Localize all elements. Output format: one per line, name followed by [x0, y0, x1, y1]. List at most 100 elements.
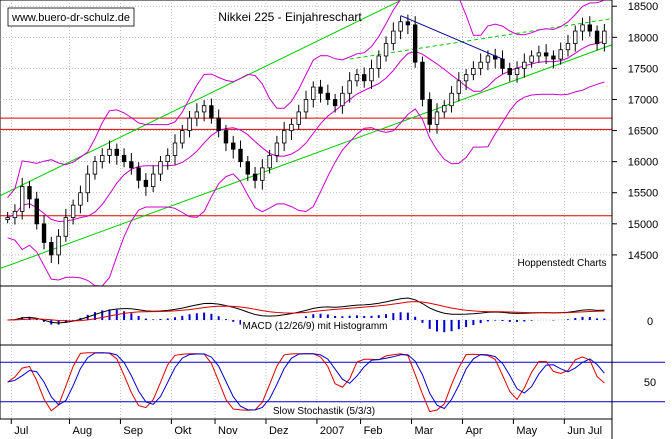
price-bar [158, 156, 163, 181]
price-bar [129, 152, 134, 175]
x-tick-label: Feb [364, 425, 383, 437]
price-tick-label: 17500 [628, 63, 659, 75]
x-tick-label: Aug [72, 425, 92, 437]
price-bar-body [231, 142, 236, 150]
price-bar [318, 79, 323, 103]
price-bar-body [12, 210, 18, 219]
trend-channel-inner [349, 18, 613, 60]
bollinger-lower [7, 81, 605, 287]
stochastic-lines [7, 352, 605, 413]
x-tick-label: Dez [269, 425, 289, 437]
price-bar-body [107, 148, 112, 156]
price-bar-body [325, 92, 331, 100]
price-bar-body [281, 130, 287, 144]
price-tick-label: 15000 [628, 219, 659, 231]
price-bar [398, 16, 403, 40]
price-bar-body [194, 111, 200, 119]
x-tick-label: Mar [415, 425, 434, 437]
price-y-axis: 14500 15000 15500 16000 16500 17000 17500 18000… [612, 1, 658, 262]
x-tick-label: Apr [465, 425, 482, 437]
price-bar-body [442, 105, 447, 113]
price-bar [143, 173, 149, 196]
x-tick-label: Sep [123, 425, 143, 437]
macd-lines [7, 297, 605, 324]
bollinger-bands [7, 0, 605, 287]
price-bar [420, 56, 425, 107]
price-bar [543, 44, 549, 65]
macd-signal-line [7, 301, 605, 322]
price-bar [456, 72, 462, 102]
price-bar-body [201, 105, 207, 113]
watermark: www.buero-dr-schulz.de [11, 12, 130, 24]
price-bar [114, 143, 119, 165]
price-bar [580, 17, 585, 41]
macd-panel: MACD (12/26/9) mit Histogramm 0 [0, 285, 653, 346]
stochastic-d-line [7, 352, 605, 411]
price-bar [223, 124, 229, 152]
price-grid [0, 5, 612, 256]
price-bar-body [289, 123, 294, 131]
price-bar-body [311, 86, 316, 100]
price-bar-body [303, 99, 309, 113]
price-bar-body [296, 111, 301, 125]
price-bar-body [514, 67, 520, 76]
price-bar-body [143, 179, 149, 187]
bollinger-middle [7, 40, 605, 223]
price-bar [514, 61, 520, 83]
price-bar-body [129, 161, 134, 169]
price-bar [209, 98, 214, 124]
stochastic-panel: Slow Stochastik (5/3/3) 50 [0, 344, 665, 420]
price-bar-body [70, 204, 76, 219]
price-bar-body [376, 55, 381, 69]
price-bar [332, 93, 338, 113]
price-bar-body [150, 173, 156, 187]
price-bar-body [56, 235, 61, 256]
price-bar [594, 25, 600, 51]
price-bar [49, 236, 54, 263]
price-bar [485, 50, 491, 71]
price-bar [383, 36, 389, 62]
price-bar-body [529, 55, 534, 63]
price-bar [463, 69, 469, 91]
downtrend-line [400, 15, 503, 60]
price-bar-body [100, 155, 105, 163]
price-bar [194, 103, 200, 127]
price-bar [121, 148, 127, 168]
x-tick-label: Okt [174, 425, 191, 437]
price-bar [274, 135, 280, 163]
price-bar-body [507, 67, 512, 76]
price-bar [405, 14, 411, 35]
price-bar-body [19, 186, 25, 212]
macd-zero-tick: 0 [647, 316, 653, 328]
price-bar-body [500, 58, 505, 69]
price-bar [347, 72, 352, 103]
price-bar-body [558, 49, 563, 60]
price-bar-body [362, 74, 367, 82]
price-bar [260, 159, 265, 190]
price-bar-body [420, 61, 425, 100]
price-bar [536, 45, 542, 63]
price-bar-body [85, 173, 90, 194]
price-bar [165, 148, 170, 170]
price-bar [311, 81, 316, 108]
price-bar-body [522, 61, 527, 69]
price-bar-body [391, 30, 396, 44]
price-bar-body [478, 61, 483, 69]
price-bar [41, 215, 47, 250]
price-bar [252, 166, 258, 189]
chart-title: Nikkei 225 - Einjahreschart [218, 10, 362, 24]
price-bar-body [427, 99, 432, 125]
price-bar-body [449, 92, 454, 107]
x-tick-label: May [516, 425, 537, 437]
price-bar [289, 118, 294, 140]
price-bar-body [347, 80, 352, 94]
price-bar-body [92, 161, 98, 175]
x-tick-label: Jun [567, 425, 585, 437]
price-bar-body [165, 155, 170, 163]
price-bar-body [383, 43, 389, 57]
price-bar-body [536, 52, 542, 57]
price-bar [376, 50, 381, 78]
price-bar [216, 109, 221, 138]
source-label: Hoppenstedt Charts [518, 258, 607, 269]
